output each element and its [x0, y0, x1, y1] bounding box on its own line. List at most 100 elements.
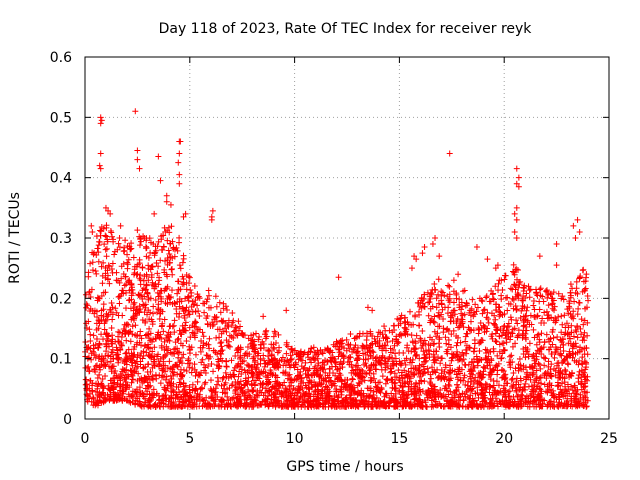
data-point — [99, 384, 106, 391]
data-point — [263, 385, 270, 392]
data-point — [125, 278, 132, 285]
data-point — [87, 337, 94, 344]
data-point — [127, 338, 134, 345]
data-point — [93, 270, 100, 277]
data-point — [155, 293, 162, 300]
data-point — [114, 347, 121, 354]
data-point — [155, 238, 162, 245]
data-point — [87, 260, 94, 267]
data-point — [130, 376, 137, 383]
data-points — [82, 108, 592, 410]
data-point — [103, 224, 110, 231]
data-point — [85, 318, 92, 325]
data-point — [136, 292, 143, 299]
data-point — [123, 361, 130, 368]
data-point — [203, 394, 210, 401]
data-point — [98, 331, 105, 338]
data-point — [175, 278, 182, 285]
data-point — [181, 327, 188, 334]
data-point — [262, 360, 269, 367]
data-point — [122, 350, 129, 357]
data-point — [100, 301, 107, 308]
data-point — [156, 277, 163, 284]
data-point — [115, 392, 122, 399]
data-point — [192, 386, 199, 393]
data-point — [136, 388, 143, 395]
data-point — [268, 341, 275, 348]
data-point — [205, 292, 212, 299]
data-point — [121, 282, 128, 289]
data-point — [159, 367, 166, 374]
data-point — [178, 354, 185, 361]
data-point — [136, 308, 143, 315]
data-point — [153, 260, 160, 267]
data-point — [130, 313, 137, 320]
data-point — [145, 383, 152, 390]
data-point — [93, 233, 100, 240]
data-point — [117, 346, 124, 353]
data-point — [92, 368, 99, 375]
data-point — [141, 377, 148, 384]
data-point — [204, 320, 211, 327]
data-point — [120, 290, 127, 297]
data-point — [252, 357, 259, 364]
data-point — [89, 307, 96, 314]
data-point — [124, 321, 131, 328]
data-point — [186, 359, 193, 366]
data-point — [219, 375, 226, 382]
data-point — [155, 306, 162, 313]
data-point — [125, 321, 132, 328]
data-point — [195, 372, 202, 379]
data-point — [92, 354, 99, 361]
data-point — [155, 301, 162, 308]
data-point — [201, 309, 208, 316]
data-point — [109, 336, 116, 343]
data-point — [86, 288, 93, 295]
data-point — [197, 369, 204, 376]
data-point — [85, 344, 92, 351]
data-point — [110, 238, 117, 245]
data-point — [249, 369, 256, 376]
data-point — [233, 331, 240, 338]
data-point — [134, 306, 141, 313]
data-point — [232, 352, 239, 359]
data-point — [230, 372, 237, 379]
data-point — [98, 263, 105, 270]
data-point — [106, 397, 113, 404]
data-point — [129, 372, 136, 379]
data-point — [137, 271, 144, 278]
data-point — [167, 331, 174, 338]
x-tick-label: 5 — [185, 431, 194, 447]
data-point — [266, 387, 273, 394]
data-point — [233, 363, 240, 370]
data-point — [146, 325, 153, 332]
data-point — [93, 308, 100, 315]
data-point — [216, 334, 223, 341]
data-point — [255, 369, 262, 376]
data-point — [212, 314, 219, 321]
data-point — [187, 286, 194, 293]
data-point — [183, 272, 190, 279]
data-point — [156, 290, 163, 297]
data-point — [108, 300, 115, 307]
data-point — [138, 238, 145, 245]
data-point — [213, 334, 220, 341]
data-point — [99, 389, 106, 396]
data-point — [151, 344, 158, 351]
data-point — [99, 272, 106, 279]
data-point — [138, 402, 145, 409]
data-point — [183, 286, 190, 293]
data-point — [253, 365, 260, 372]
data-point — [222, 390, 229, 397]
data-point — [109, 363, 116, 370]
data-point — [184, 390, 191, 397]
data-point — [192, 372, 199, 379]
data-point — [145, 361, 152, 368]
data-point — [183, 337, 190, 344]
data-point — [162, 362, 169, 369]
data-point — [109, 233, 116, 240]
data-point — [137, 281, 144, 288]
data-point — [166, 358, 173, 365]
data-point — [176, 234, 183, 241]
data-point — [136, 303, 143, 310]
